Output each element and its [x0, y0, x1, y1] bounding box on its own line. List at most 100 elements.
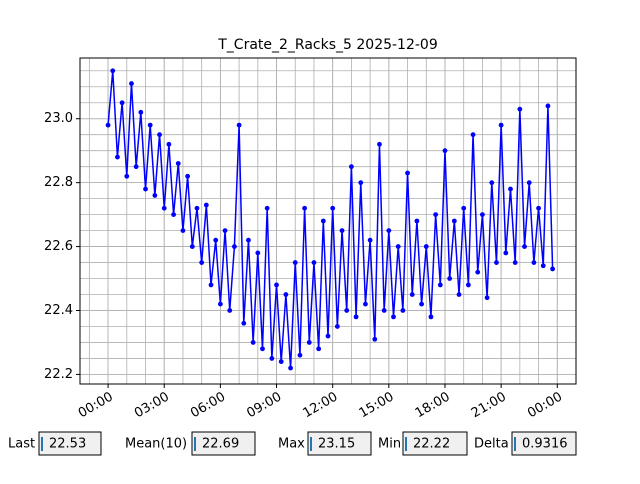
- data-point: [522, 244, 527, 249]
- data-point: [461, 205, 467, 211]
- data-point: [395, 244, 401, 249]
- data-point: [433, 212, 439, 218]
- data-point: [353, 314, 359, 320]
- y-tick-label: 22.6: [44, 239, 73, 254]
- stat-label: Last: [8, 437, 35, 452]
- data-point: [250, 340, 256, 345]
- data-point: [320, 218, 326, 224]
- data-point: [489, 180, 495, 186]
- data-point: [115, 154, 120, 160]
- data-point: [297, 352, 303, 358]
- data-point: [423, 244, 429, 249]
- data-point: [442, 148, 448, 154]
- data-point: [232, 244, 237, 249]
- data-point: [475, 269, 481, 275]
- y-tick-label: 23.0: [44, 111, 73, 126]
- stat-value: 22.22: [413, 437, 450, 452]
- data-point: [311, 260, 317, 265]
- data-point: [465, 282, 471, 288]
- data-point: [508, 186, 513, 192]
- data-point: [105, 122, 111, 128]
- plot-frame: [79, 57, 577, 385]
- data-point: [246, 237, 251, 243]
- data-point: [119, 100, 125, 106]
- data-point: [278, 359, 284, 365]
- x-tick-label: 03:00: [132, 390, 172, 422]
- data-point: [339, 228, 345, 233]
- x-tick-label: 15:00: [357, 390, 397, 422]
- data-point: [110, 68, 116, 74]
- data-point: [227, 308, 233, 313]
- data-point: [498, 122, 504, 128]
- data-point: [372, 336, 378, 342]
- data-point: [288, 365, 293, 371]
- data-point: [536, 205, 541, 211]
- data-point: [203, 202, 209, 208]
- data-point: [526, 180, 532, 186]
- data-point: [255, 250, 261, 256]
- data-point: [133, 164, 139, 170]
- data-point: [414, 218, 420, 224]
- data-point: [161, 205, 167, 211]
- data-point: [405, 170, 410, 176]
- x-tick-label: 06:00: [188, 390, 228, 422]
- data-point: [264, 205, 270, 211]
- y-tick-label: 22.8: [44, 175, 73, 190]
- data-point: [503, 250, 509, 256]
- data-point: [447, 276, 453, 281]
- data-point: [185, 173, 191, 179]
- data-point: [409, 292, 415, 297]
- data-point: [517, 106, 523, 112]
- stat-field: [38, 431, 102, 456]
- data-point: [157, 132, 162, 138]
- data-point: [302, 205, 308, 211]
- data-point: [175, 161, 181, 166]
- x-tick-label: 21:00: [469, 390, 509, 422]
- data-point: [480, 212, 485, 218]
- data-point: [545, 103, 551, 109]
- data-point: [540, 263, 546, 269]
- data-point: [386, 228, 392, 233]
- stat-label: Delta: [474, 437, 509, 452]
- data-point: [377, 141, 382, 147]
- stat-value: 0.9316: [522, 437, 568, 452]
- data-point: [138, 109, 144, 115]
- data-point: [325, 333, 331, 339]
- data-point: [306, 340, 312, 345]
- x-tick-label: 09:00: [244, 390, 284, 422]
- data-point: [428, 314, 434, 320]
- data-point: [283, 292, 289, 297]
- data-point: [334, 324, 340, 329]
- data-point: [213, 237, 219, 243]
- data-point: [494, 260, 499, 265]
- data-point: [260, 346, 265, 352]
- y-tick-label: 22.2: [44, 367, 73, 382]
- data-point: [274, 282, 279, 288]
- data-point: [451, 218, 457, 224]
- data-point: [456, 292, 462, 297]
- data-point: [419, 301, 424, 307]
- data-point: [222, 228, 228, 233]
- data-point: [531, 260, 537, 265]
- data-point: [367, 237, 373, 243]
- stat-field: [402, 431, 468, 456]
- data-point: [208, 282, 214, 288]
- data-point: [199, 260, 205, 265]
- data-point: [400, 308, 406, 313]
- data-line: [107, 70, 554, 369]
- stat-value: 23.15: [318, 437, 355, 452]
- data-point: [147, 122, 153, 128]
- data-point: [269, 356, 275, 361]
- stat-value: 22.69: [202, 437, 239, 452]
- x-tick-label: 12:00: [300, 390, 340, 422]
- data-point: [512, 260, 518, 265]
- data-point: [348, 164, 354, 170]
- stat-label: Max: [278, 437, 305, 452]
- data-point: [484, 295, 490, 301]
- data-point: [437, 282, 443, 288]
- stat-field: [307, 431, 372, 456]
- data-point: [292, 260, 298, 265]
- data-point: [330, 205, 336, 211]
- data-point: [152, 193, 158, 198]
